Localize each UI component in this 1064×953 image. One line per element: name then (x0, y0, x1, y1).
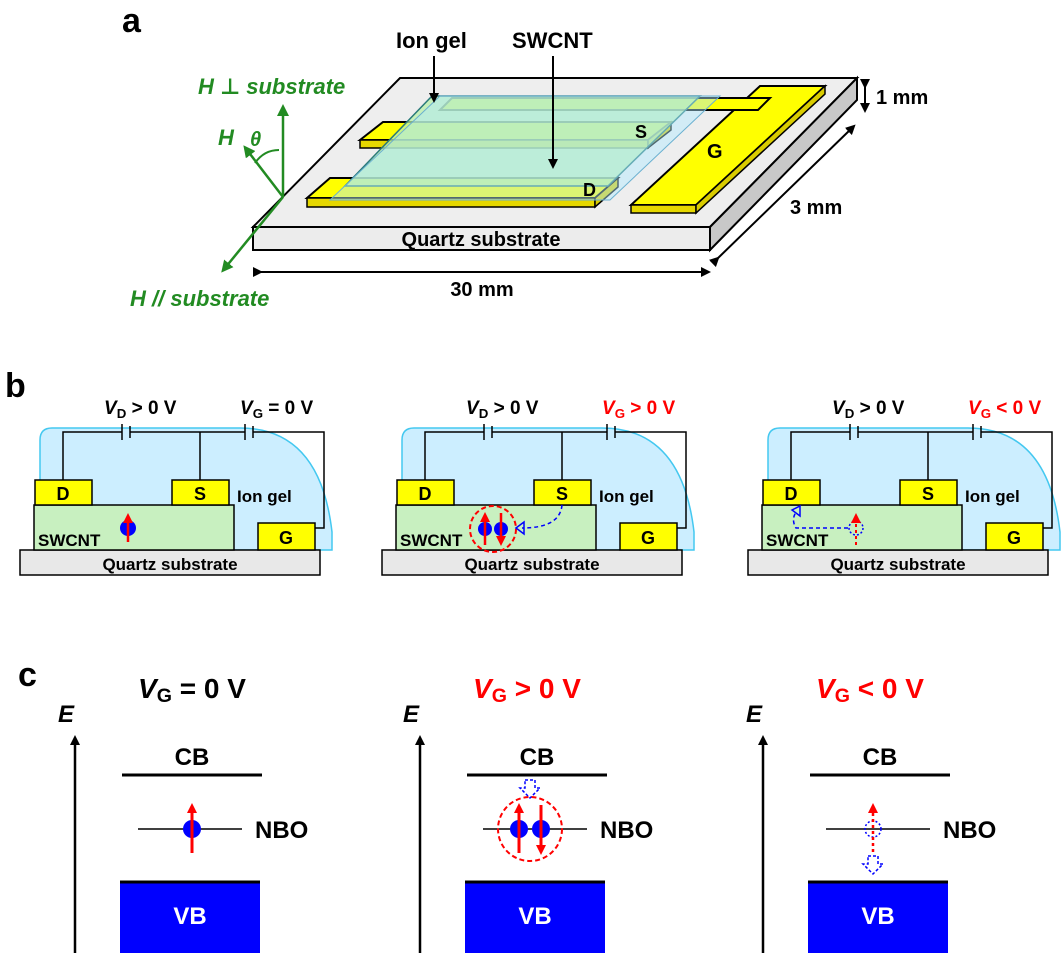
s-label: S (922, 484, 934, 504)
length-label: 30 mm (450, 279, 513, 301)
g-label: G (1007, 528, 1021, 548)
pair-circle (469, 505, 517, 553)
vb-band (465, 881, 605, 953)
vb-label: VB (518, 903, 551, 930)
substrate-label: Quartz substrate (464, 555, 599, 574)
g-electrode (985, 522, 1044, 551)
theta-label: θ (250, 129, 261, 151)
g-label: G (641, 528, 655, 548)
ion-gel-label: Ion gel (965, 487, 1020, 506)
vd-label: VD > 0 V (466, 398, 539, 421)
injection-path (521, 504, 563, 529)
d-electrode (762, 479, 821, 506)
field-h-arrow (243, 145, 284, 198)
wire-d (790, 431, 850, 480)
injection-arrowhead (514, 520, 525, 536)
nbo-label: NBO (600, 817, 653, 844)
g-electrode (257, 522, 316, 551)
field-h-label: H (218, 125, 235, 150)
g-label: G (279, 528, 293, 548)
vg-label: VG > 0 V (473, 673, 581, 707)
s-electrode (899, 479, 958, 506)
device-3d: Quartz substrate S G D Ion gel SWCNT 1 m… (130, 28, 928, 311)
ion-gel-label: Ion gel (237, 487, 292, 506)
energy-axis-label: E (403, 701, 420, 728)
panel-label-a: a (122, 2, 142, 40)
vg-label: VG > 0 V (602, 398, 676, 421)
wire-d (424, 431, 484, 480)
band-panel-3: VG < 0 V E CB VB NBO (746, 673, 996, 953)
swcnt-label: SWCNT (38, 531, 101, 550)
vd-label: VD > 0 V (832, 398, 905, 421)
wire-g (253, 431, 325, 529)
vd-label: VD > 0 V (104, 398, 177, 421)
theta-arc (254, 149, 280, 164)
panel-label-b: b (5, 367, 26, 405)
cb-label: CB (175, 744, 210, 771)
ion-gel-layer (328, 95, 722, 201)
vb-label: VB (173, 903, 206, 930)
vb-label: VB (861, 903, 894, 930)
d-label: D (57, 484, 70, 504)
g-electrode-front (630, 204, 697, 214)
energy-axis-label: E (58, 701, 75, 728)
panel-label-c: c (18, 656, 37, 694)
vg-label: VG = 0 V (138, 673, 246, 707)
injection-arrow (518, 779, 542, 800)
pair-circle (497, 796, 563, 862)
extraction-arrowhead (790, 504, 801, 518)
s-electrode (533, 479, 592, 506)
nbo-label: NBO (943, 817, 996, 844)
g-label: G (707, 141, 723, 163)
thickness-label: 1 mm (876, 87, 928, 109)
swcnt-label: SWCNT (766, 531, 829, 550)
energy-axis-label: E (746, 701, 763, 728)
vg-label: VG < 0 V (968, 398, 1042, 421)
field-par-label: H // substrate (130, 286, 269, 311)
wire-g (615, 431, 687, 529)
field-perp-label: H ⊥ substrate (198, 74, 345, 99)
s-label: S (556, 484, 568, 504)
field-par-arrow (221, 196, 284, 273)
band-panel-1: VG = 0 V E CB VB NBO (58, 673, 308, 953)
band-panel-2: VG > 0 V E CB VB NBO (403, 673, 653, 953)
d-label: D (583, 180, 596, 200)
d-label: D (785, 484, 798, 504)
d-label: D (419, 484, 432, 504)
substrate-label: Quartz substrate (402, 229, 561, 251)
swcnt-label: SWCNT (400, 531, 463, 550)
cb-label: CB (520, 744, 555, 771)
ion-gel-label: Ion gel (396, 28, 467, 53)
vg-label: VG = 0 V (240, 398, 314, 421)
width-arrow (708, 124, 856, 268)
substrate-label: Quartz substrate (102, 555, 237, 574)
ion-gel-label: Ion gel (599, 487, 654, 506)
vg-label: VG < 0 V (816, 673, 924, 707)
substrate-label: Quartz substrate (830, 555, 965, 574)
g-electrode (619, 522, 678, 551)
substrate (19, 549, 321, 576)
vb-band (120, 881, 260, 953)
wire-d (62, 431, 122, 480)
d-electrode (396, 479, 455, 506)
s-label: S (635, 122, 647, 142)
extraction-path (792, 511, 848, 529)
substrate (381, 549, 683, 576)
wire-g (981, 431, 1053, 529)
nbo-label: NBO (255, 817, 308, 844)
vb-band (808, 881, 948, 953)
s-label: S (194, 484, 206, 504)
cb-label: CB (863, 744, 898, 771)
swcnt-label: SWCNT (512, 28, 593, 53)
extraction-arrow (861, 855, 885, 876)
s-electrode (171, 479, 230, 506)
width-label: 3 mm (790, 197, 842, 219)
